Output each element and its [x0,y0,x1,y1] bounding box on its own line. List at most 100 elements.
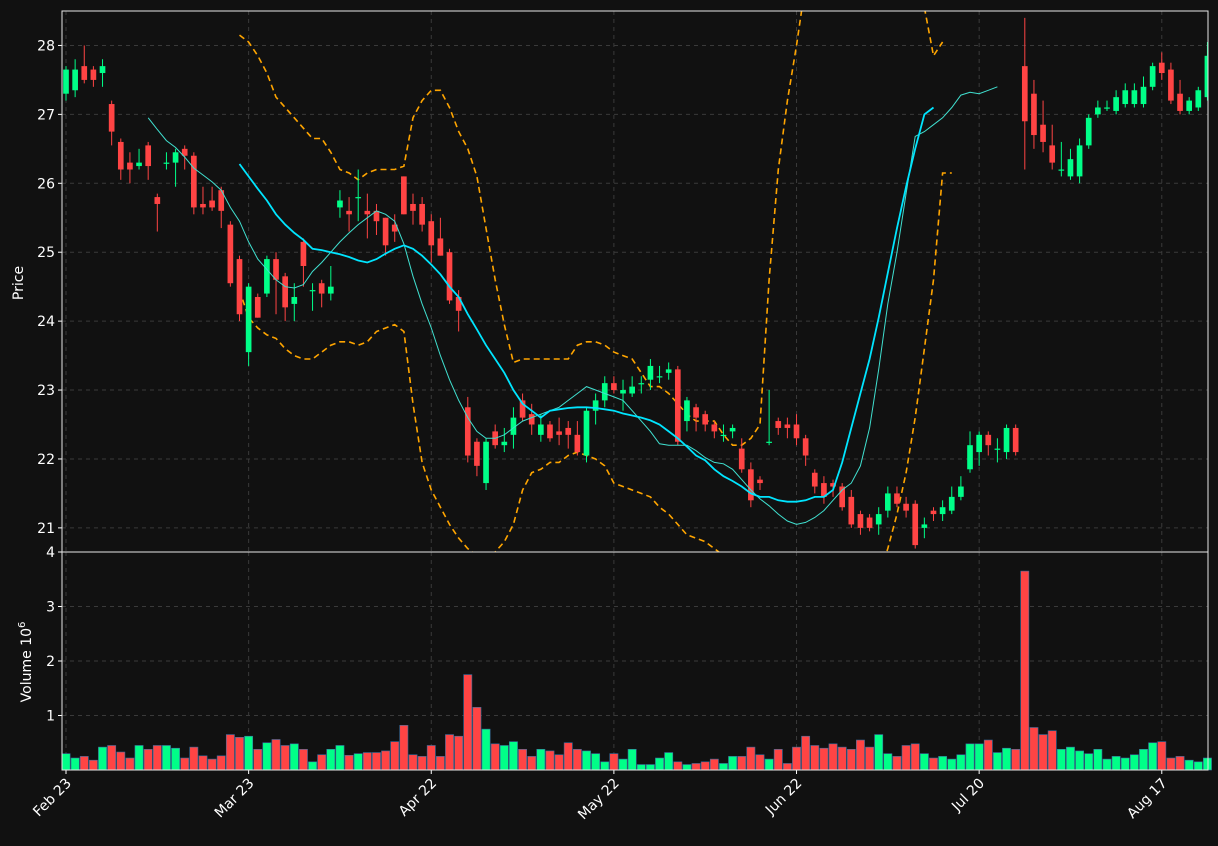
volume-bar [846,748,856,771]
volume-bar [107,745,117,771]
candle-body [976,434,982,453]
volume-bar [225,734,235,771]
price-tick-label: 25 [37,245,55,261]
candle [948,486,955,515]
candle-body [894,493,900,504]
candle [857,510,864,535]
volume-bar [499,745,509,771]
candle [885,486,891,518]
volume-bar [764,758,774,771]
candle [273,252,279,315]
candle [848,489,855,528]
candle [1058,141,1065,177]
candle [1186,97,1193,115]
candle [81,45,88,84]
candle-body [866,517,873,528]
volume-bar [801,735,811,771]
volume-bar [773,748,783,771]
candle [72,59,78,98]
volume-bar [1075,750,1085,771]
candle [136,148,142,170]
volume-bar [1093,748,1103,771]
price-tick-label: 23 [37,383,55,399]
volume-bar [1020,570,1030,771]
candle-body [1177,93,1183,111]
candle-body [1186,100,1193,111]
candle-body [921,524,928,528]
candle [665,362,672,380]
candle-body [446,252,453,301]
candle-body [227,224,234,284]
candle [976,431,982,466]
volume-bar [536,748,546,771]
candle-body [1031,93,1037,136]
volume-bar [299,748,308,771]
volume-bar [88,759,98,771]
candle [1003,424,1010,459]
candle [921,517,928,539]
volume-bar [326,748,336,771]
volume-bar [1184,759,1194,771]
candle-body [373,210,380,222]
candle [108,100,115,146]
volume-bar [646,764,655,771]
candle-body [538,424,544,435]
volume-bar [518,748,527,771]
candle-body [748,469,754,501]
candle [775,417,782,435]
candle [446,248,453,304]
volume-bar [682,764,692,771]
candle [757,476,763,490]
volume-bar [591,753,601,771]
candle-body [547,424,553,439]
candle-body [410,203,416,211]
volume-bar [746,746,756,771]
volume-panel [61,570,1212,771]
volume-bar [180,757,190,771]
candle [866,514,873,532]
candle [419,197,425,232]
candle [638,376,645,394]
candle [437,217,444,256]
candle [90,66,97,87]
candle-body [483,441,489,484]
volume-bar [490,743,500,771]
candle [1076,138,1083,184]
volume-bar [755,754,765,771]
candle-body [282,276,288,308]
candle-body [565,427,572,435]
candle [985,431,992,456]
price-tick-label: 21 [37,521,55,537]
candle-body [291,297,298,304]
candle-body [355,197,362,199]
volume-bar [134,745,144,771]
candle [711,421,718,439]
candle [720,424,727,442]
candle [693,403,699,432]
candle [565,421,572,449]
candle-body [1076,145,1083,177]
candle [903,496,909,518]
candle-body [501,441,508,446]
sma-slow-line [238,106,935,503]
candle-body [90,69,97,80]
candle-body [108,104,115,132]
volume-bar [938,756,948,771]
volume-bar [125,757,135,771]
candle [647,359,654,391]
candle-body [1195,90,1202,108]
candle-body [1021,66,1028,122]
volume-bar [572,748,582,771]
candle-body [592,400,599,411]
volume-bar [1139,748,1148,771]
volume-bar [454,735,464,771]
volume-bar [947,758,957,771]
volume-bar [481,728,491,771]
volume-bar [527,756,537,771]
candle-body [191,155,197,208]
volume-bar [600,761,610,771]
candle-body [948,496,955,511]
candle-body [802,438,809,456]
volume-bar [993,752,1002,771]
